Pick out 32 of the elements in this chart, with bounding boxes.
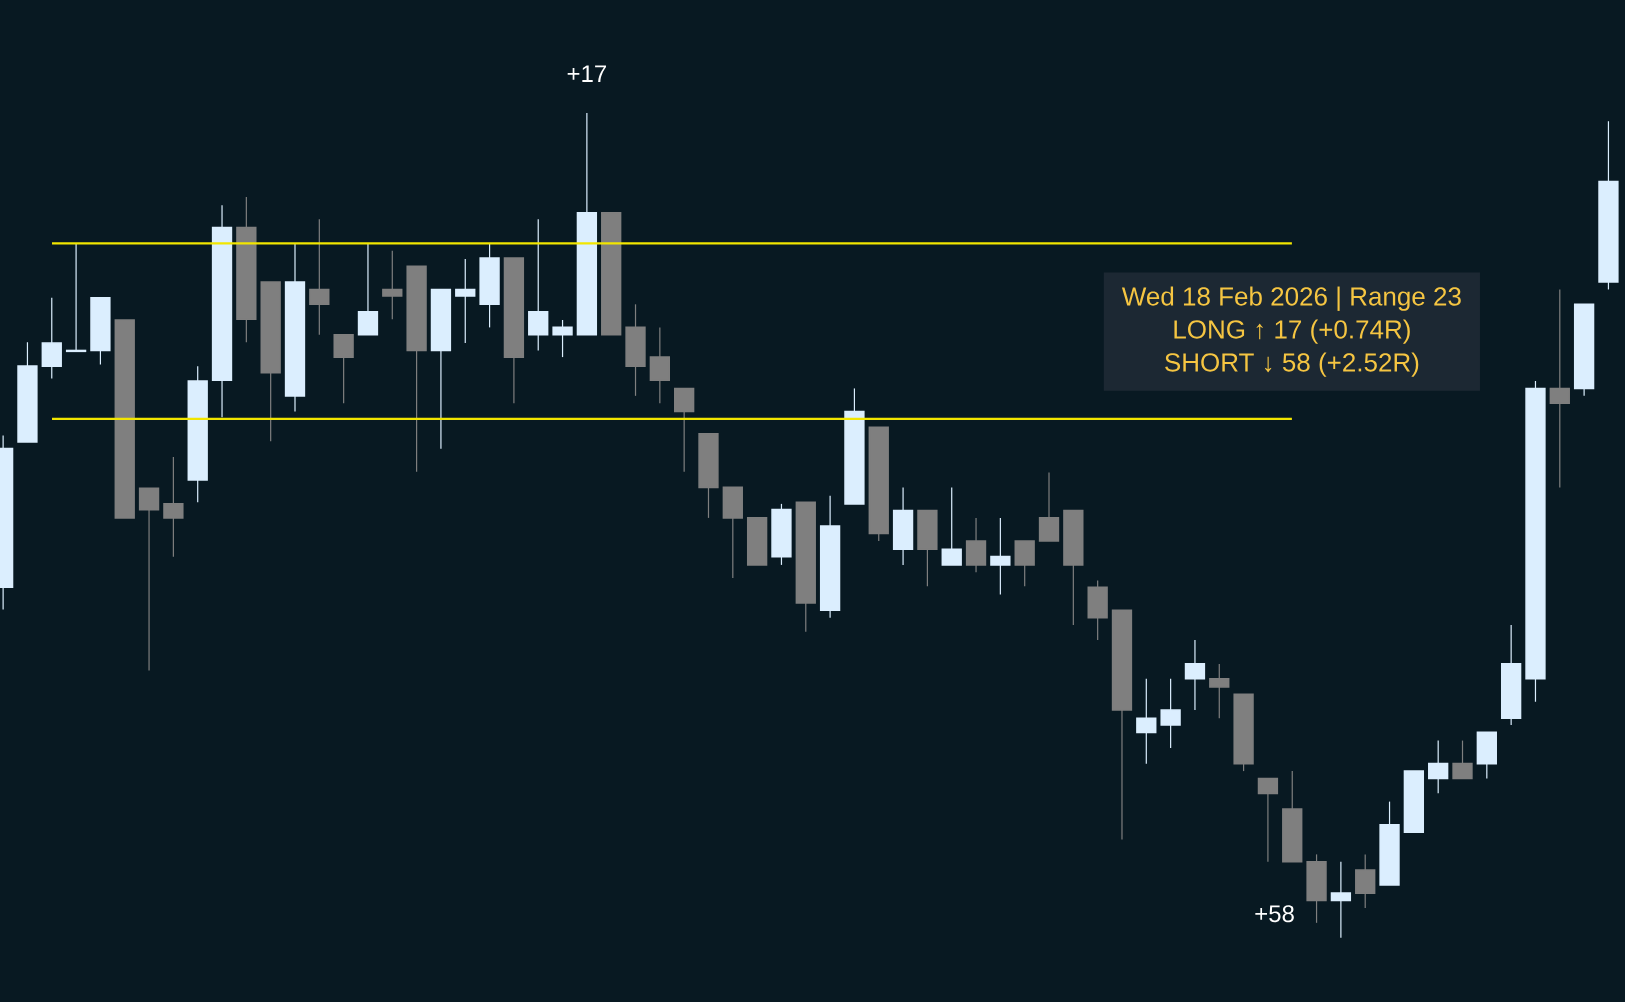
annotation: +58 <box>1255 905 1294 923</box>
candlestick <box>1209 663 1230 719</box>
candlestick <box>941 486 962 566</box>
candlestick <box>163 456 184 558</box>
candlestick <box>1355 853 1376 909</box>
candlestick <box>1038 471 1060 542</box>
candlestick <box>1136 678 1157 765</box>
candlestick <box>649 326 671 404</box>
candlestick <box>1184 639 1206 711</box>
candlestick <box>1014 540 1035 587</box>
candlestick <box>357 242 379 336</box>
candlestick <box>965 517 987 573</box>
candlestick <box>528 218 549 352</box>
candlestick <box>382 250 403 320</box>
annotation: SHORT ↓ 58 (+2.52R) <box>1165 352 1419 377</box>
candlestick <box>41 297 62 380</box>
candlestick <box>990 517 1011 596</box>
candlestick <box>138 487 160 672</box>
candlestick <box>333 334 354 404</box>
candlestick <box>674 387 695 473</box>
candlestick <box>309 218 330 336</box>
annotation: +17 <box>567 65 607 82</box>
annotation: LONG ↑ 17 (+0.74R) <box>1174 319 1410 344</box>
candlestick <box>455 258 476 344</box>
candlestick <box>1428 739 1449 794</box>
candlestick <box>1257 777 1279 863</box>
annotation: Wed 18 Feb 2026 | Range 23 <box>1121 286 1461 311</box>
candlestick <box>1160 678 1181 749</box>
candlestick <box>552 319 573 358</box>
candlestick <box>1549 288 1570 488</box>
candlestick <box>1330 861 1352 939</box>
candlestick <box>1452 739 1473 780</box>
